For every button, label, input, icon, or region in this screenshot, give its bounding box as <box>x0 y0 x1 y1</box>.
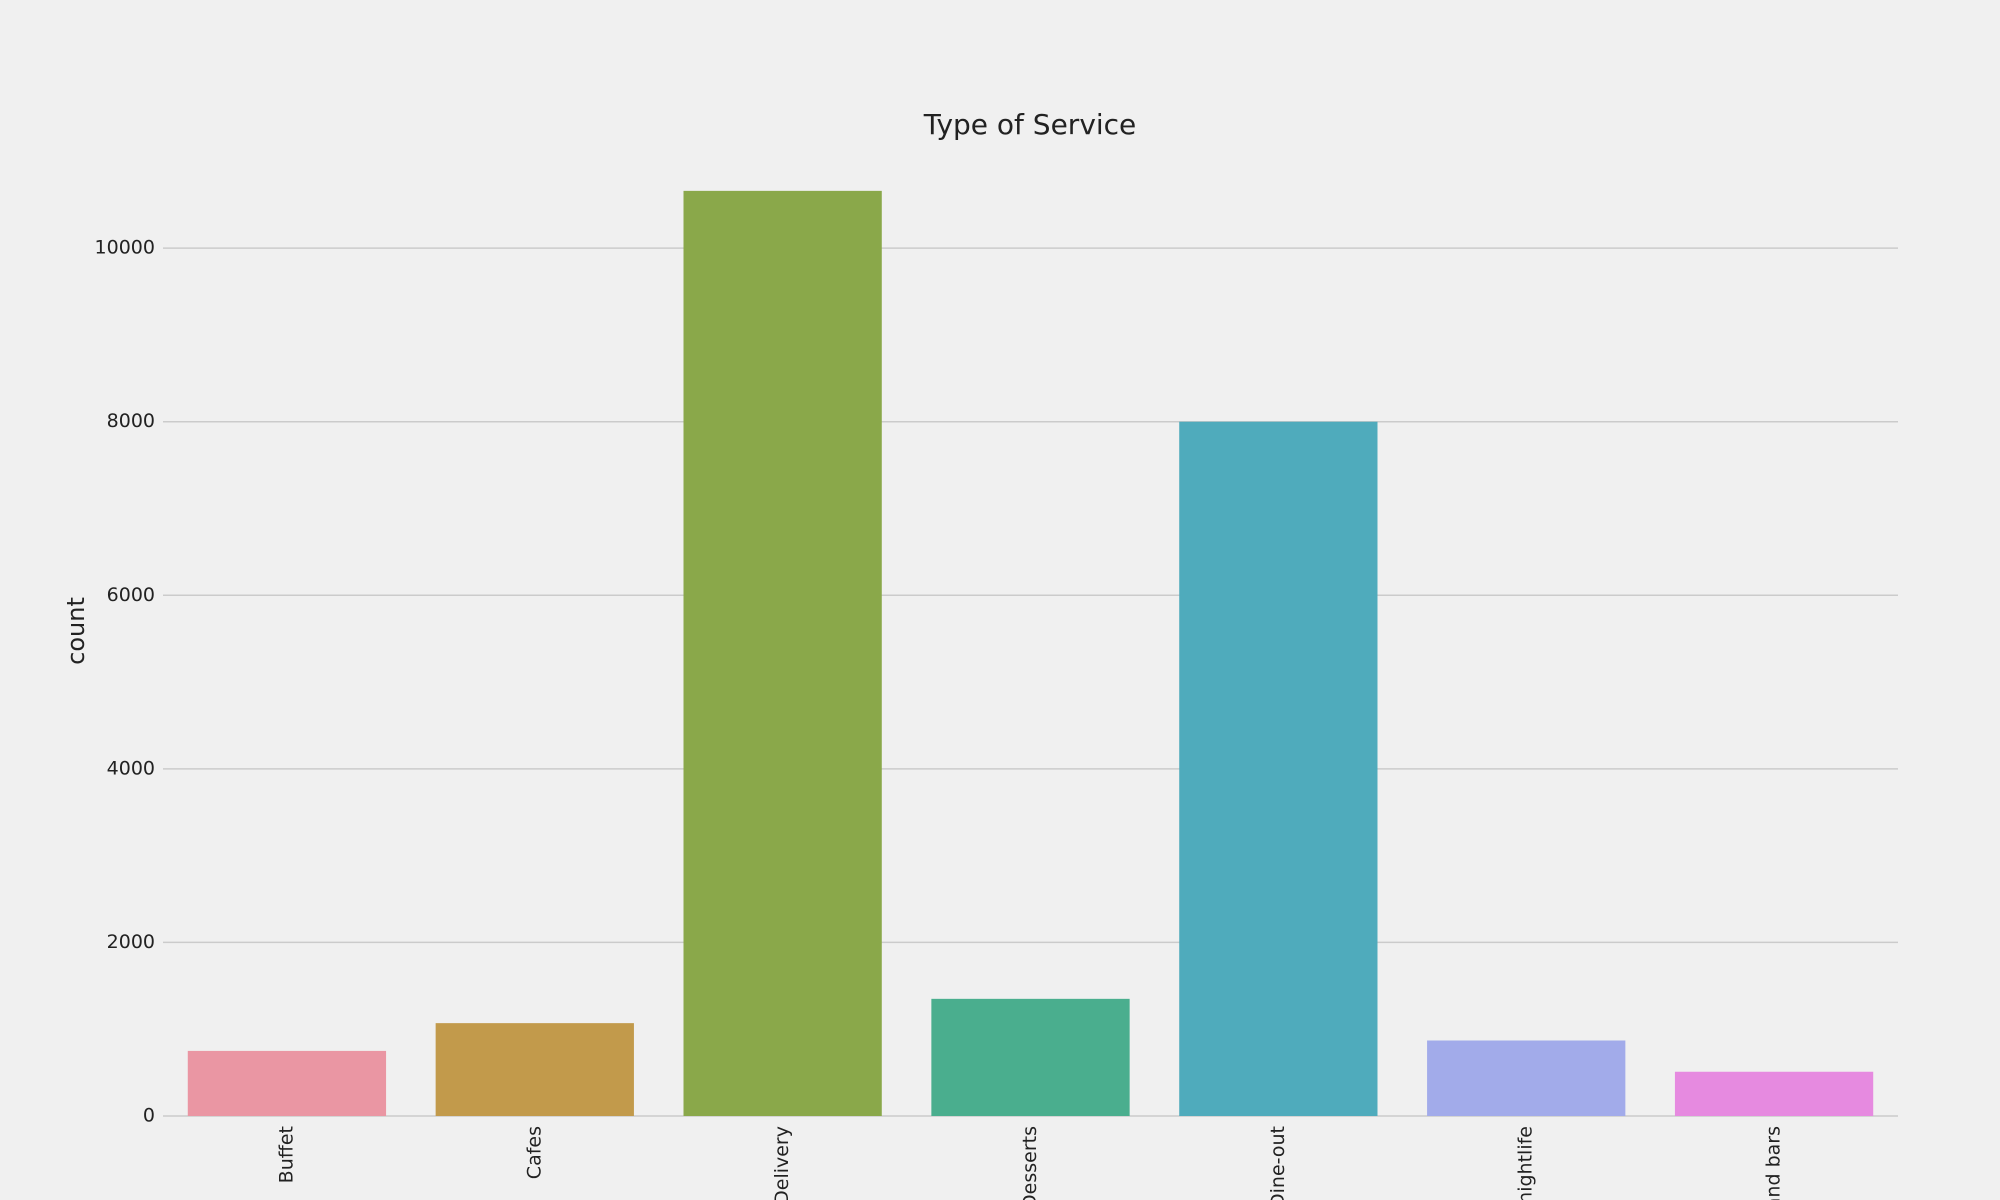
chart-title: Type of Service <box>923 108 1137 141</box>
x-tick-label: Buffet <box>275 1126 297 1183</box>
x-tick-label: Cafes <box>523 1126 545 1179</box>
bar <box>187 1050 387 1116</box>
x-tick-label: Dine-out <box>1267 1126 1289 1200</box>
y-tick-label: 8000 <box>107 410 155 432</box>
bar <box>931 998 1130 1116</box>
y-tick-label: 6000 <box>107 584 155 606</box>
bar <box>1179 421 1378 1116</box>
x-tick-label: and bars <box>1763 1126 1785 1200</box>
x-tick-label: Desserts <box>1019 1126 1041 1200</box>
bar <box>1427 1040 1626 1116</box>
y-tick-label: 0 <box>143 1105 155 1127</box>
y-tick-label: 10000 <box>95 237 155 259</box>
bar <box>435 1023 634 1116</box>
y-tick-label: 2000 <box>107 931 155 953</box>
y-axis-label: count <box>62 597 90 665</box>
y-tick-label: 4000 <box>107 757 155 779</box>
bar <box>1674 1071 1874 1116</box>
x-tick-label: Delivery <box>771 1126 793 1200</box>
bar <box>683 190 882 1117</box>
x-tick-label: nightlife <box>1515 1126 1537 1200</box>
